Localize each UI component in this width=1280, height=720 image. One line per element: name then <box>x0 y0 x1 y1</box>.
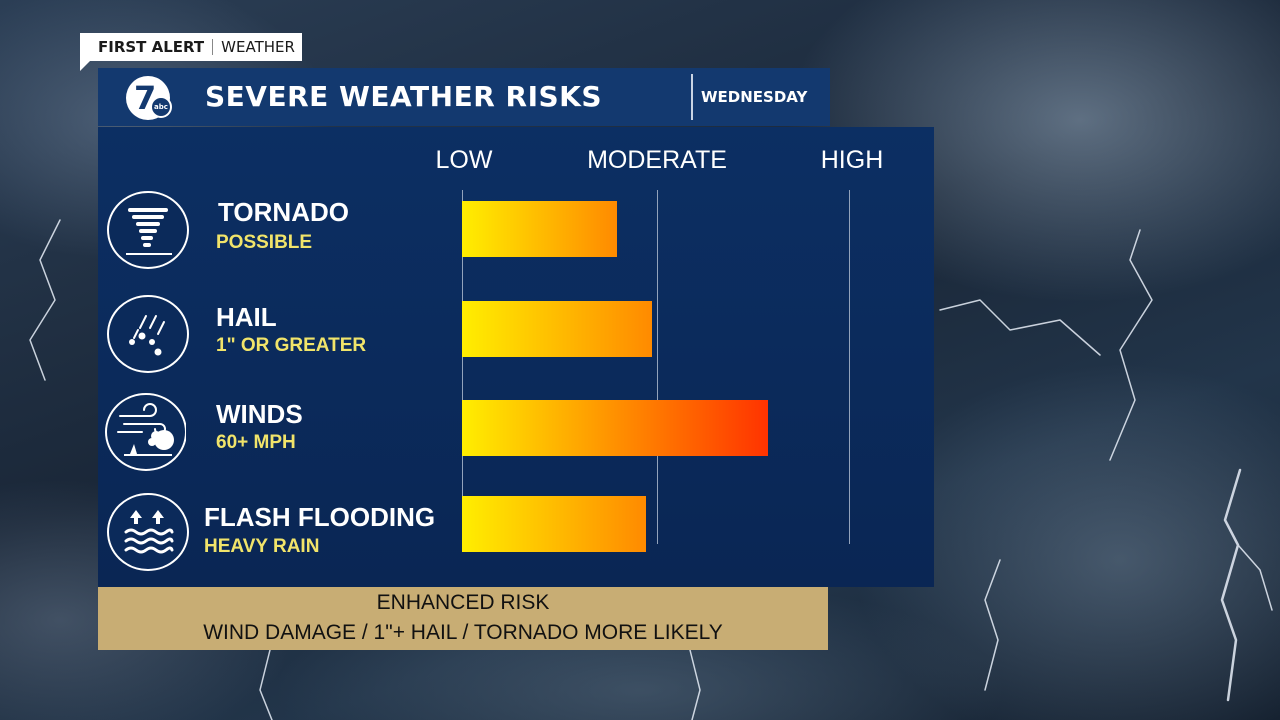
scale-label-high: HIGH <box>820 146 884 174</box>
station-logo: 7 abc <box>126 76 172 120</box>
risk-bar-hail <box>462 301 652 357</box>
gridline-moderate <box>657 190 658 544</box>
tag-section: WEATHER <box>221 38 295 56</box>
risk-subtitle-tornado: POSSIBLE <box>216 232 313 253</box>
footer-banner: ENHANCED RISK WIND DAMAGE / 1"+ HAIL / T… <box>98 587 828 650</box>
logo-network: abc <box>150 96 172 118</box>
tag-brand: FIRST ALERT <box>98 38 205 56</box>
risk-bar-tornado <box>462 201 617 257</box>
tornado-icon <box>107 191 189 269</box>
flood-icon <box>107 493 189 571</box>
risk-subtitle-winds: 60+ MPH <box>216 432 296 453</box>
scale-label-moderate: MODERATE <box>587 146 727 174</box>
first-alert-weather-tag: FIRST ALERT WEATHER <box>80 33 302 61</box>
risk-subtitle-flash-flooding: HEAVY RAIN <box>204 536 320 557</box>
day-label: WEDNESDAY <box>701 88 808 106</box>
page-title: SEVERE WEATHER RISKS <box>205 80 603 113</box>
gridline-high <box>849 190 850 544</box>
footer-risk-level: ENHANCED RISK <box>376 591 550 614</box>
risk-bar-flash-flooding <box>462 496 646 552</box>
risk-name-tornado: TORNADO <box>218 197 349 227</box>
risk-name-winds: WINDS <box>216 399 303 429</box>
risk-subtitle-hail: 1" OR GREATER <box>216 335 367 356</box>
gridline-low <box>462 190 463 544</box>
header-divider <box>691 74 693 120</box>
scale-label-low: LOW <box>435 146 493 174</box>
hail-icon <box>107 295 189 373</box>
risk-bar-winds <box>462 400 768 456</box>
tag-tail <box>80 61 90 71</box>
risk-name-hail: HAIL <box>216 302 277 332</box>
header-bar: 7 abc SEVERE WEATHER RISKS WEDNESDAY <box>98 68 830 126</box>
risk-name-flash-flooding: FLASH FLOODING <box>204 502 436 532</box>
wind-icon <box>105 393 186 471</box>
tag-divider <box>212 39 214 55</box>
footer-risk-details: WIND DAMAGE / 1"+ HAIL / TORNADO MORE LI… <box>203 621 723 644</box>
